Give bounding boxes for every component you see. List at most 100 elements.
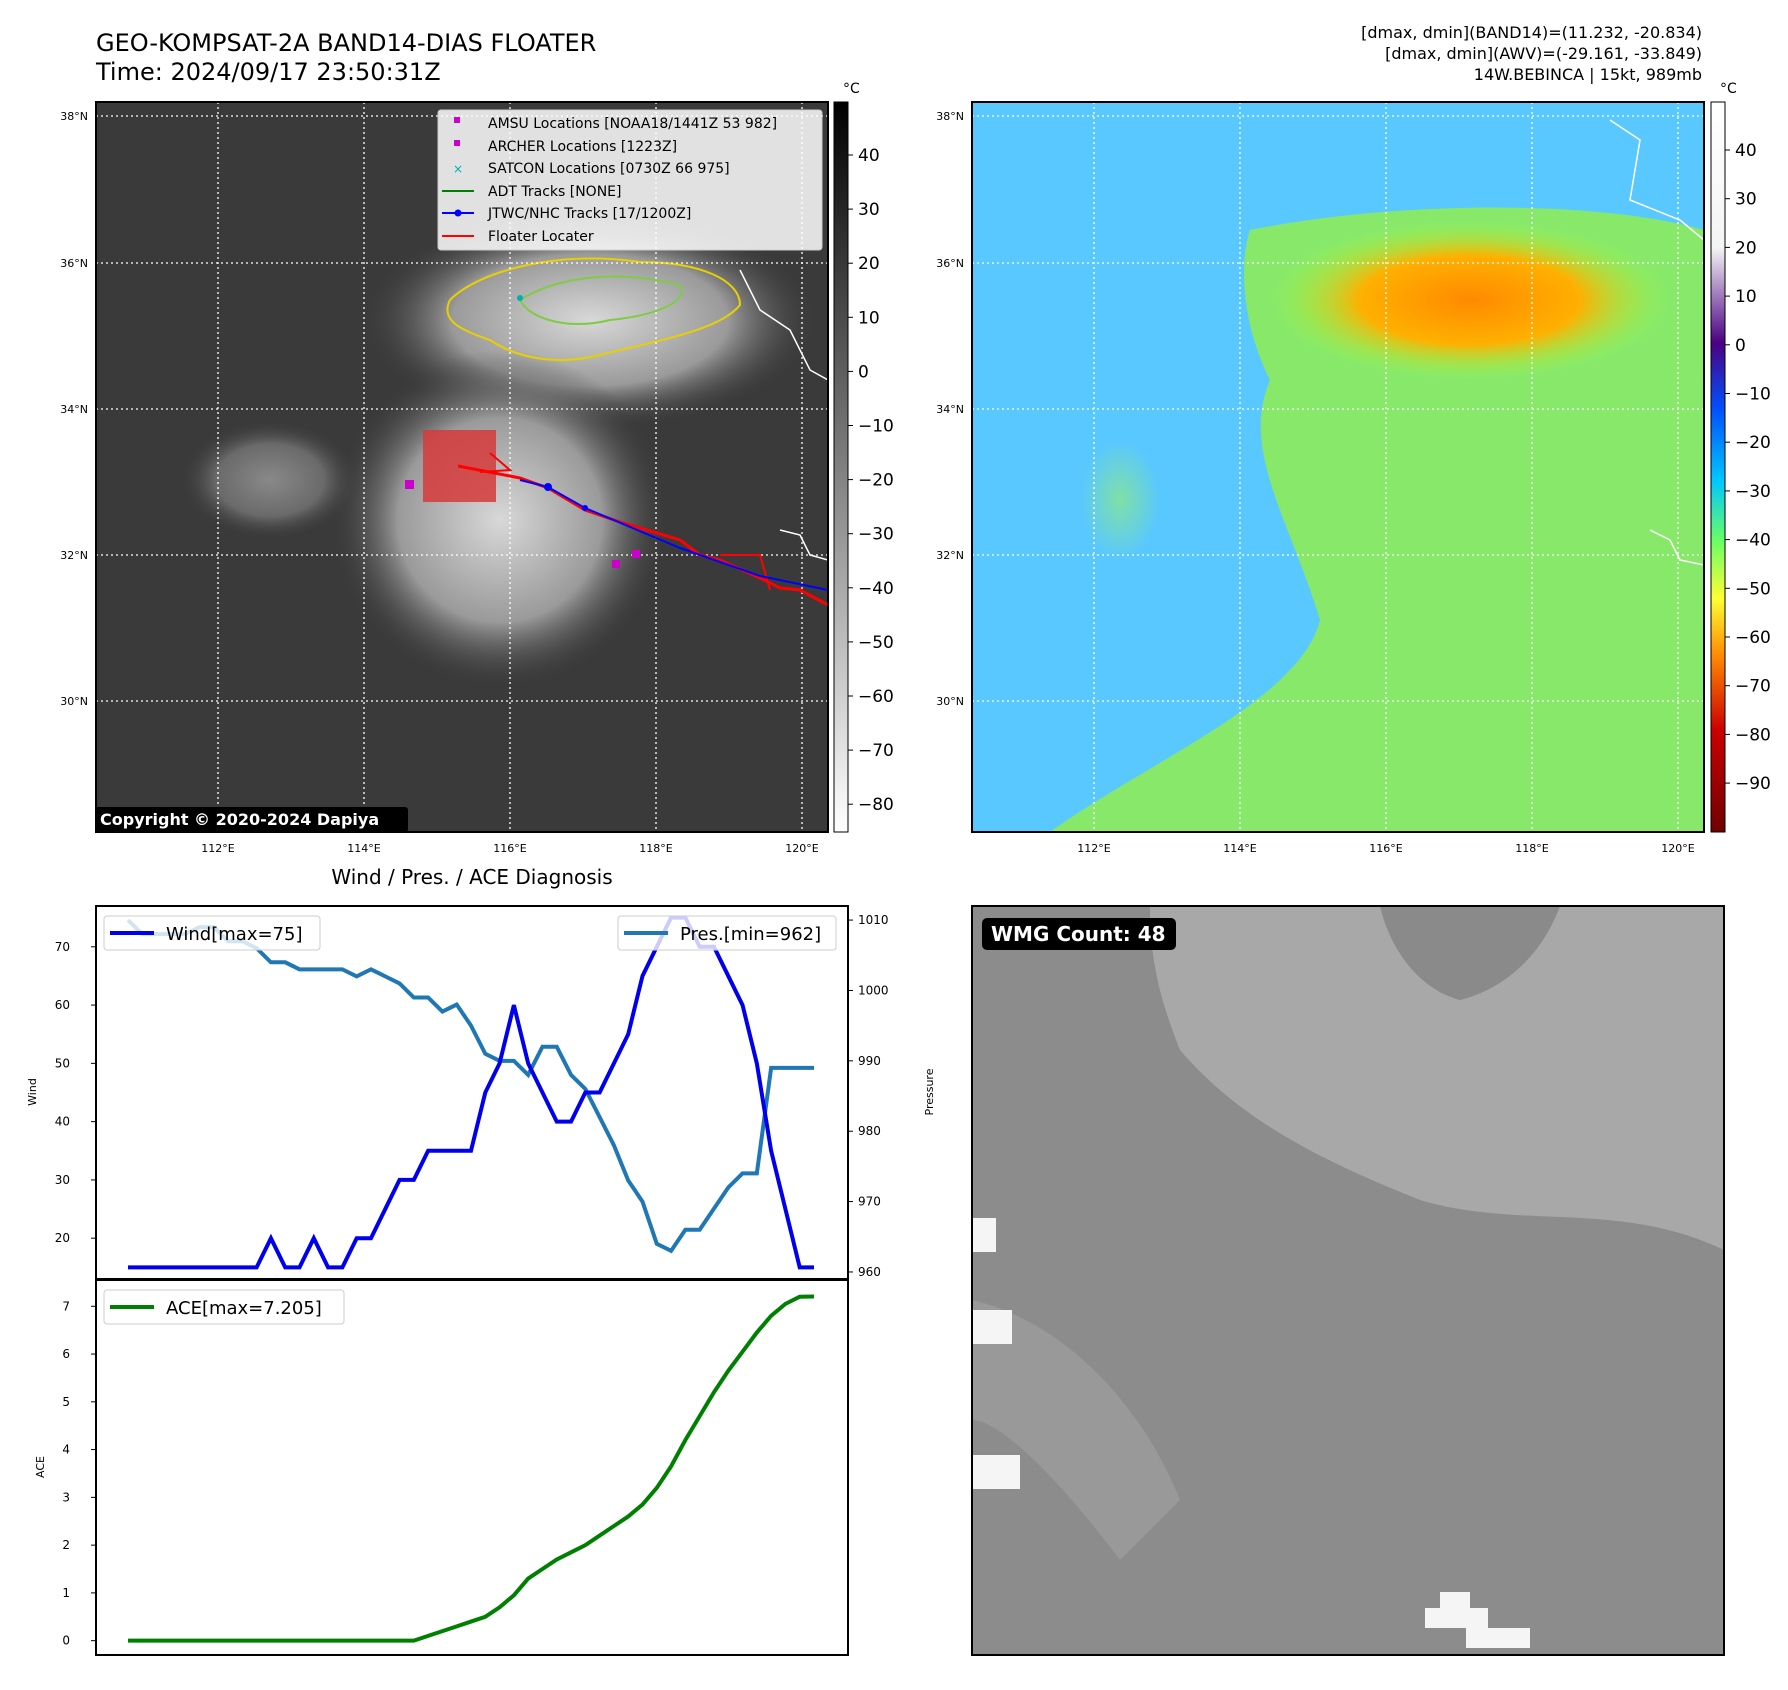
ace-axis-ticks: 0 1 2 3 4 5 6 7 [62, 1299, 96, 1648]
pressure-tick-label: 1000 [858, 983, 889, 997]
wind-pressure-chart: Wind / Pres. / ACE Diagnosis 20 30 40 50 60 7… [26, 865, 936, 1280]
ir-map-panel: AMSU Locations [NOAA18/1441Z 53 982] ARC… [60, 101, 829, 855]
awv-coastline-east [1649, 529, 1704, 566]
wmg-white-patch [972, 1310, 1012, 1344]
awv-map-gridlines [972, 102, 1704, 832]
legend-adt: ADT Tracks [NONE] [488, 184, 621, 200]
wmg-white-patch [972, 1218, 996, 1252]
colorbar-tick-label: 10 [858, 308, 880, 328]
lat-tick-label: 36°N [60, 257, 88, 270]
map-legend: AMSU Locations [NOAA18/1441Z 53 982] ARC… [437, 109, 823, 251]
ace-axes-frame [95, 1279, 849, 1656]
wind-axis-label: Wind [26, 1078, 39, 1106]
lat-tick-label: 32°N [60, 549, 88, 562]
wind-axes-background [96, 906, 848, 1279]
lat-tick-label: 38°N [936, 110, 964, 123]
amsu-marker [405, 480, 414, 489]
wind-legend-box [103, 915, 321, 951]
colorbar-tick-label: 20 [1735, 238, 1757, 258]
ace-tick-label: 3 [62, 1490, 70, 1504]
colorbar-tick-label: −40 [1735, 531, 1771, 551]
awv-colorbar-unit: °C [1720, 81, 1737, 97]
ir-coastline-east [779, 529, 828, 561]
colorbar-tick-label: −70 [1735, 677, 1771, 697]
jtwc-legend-marker [454, 209, 462, 217]
wmg-mid-region [972, 1300, 1180, 1560]
colorbar-tick-label: 30 [1735, 190, 1757, 210]
pressure-tick-label: 1010 [858, 913, 889, 927]
colorbar-tick-label: −80 [1735, 725, 1771, 745]
colorbar-tick-label: −20 [1735, 433, 1771, 453]
colorbar-tick-label: −80 [858, 795, 894, 815]
awv-cold-tops [1270, 220, 1670, 380]
floater-track-loop [479, 452, 513, 473]
ace-tick-label: 0 [62, 1634, 70, 1648]
colorbar-tick-label: 0 [858, 362, 869, 382]
wind-tick-label: 50 [55, 1056, 70, 1070]
pressure-legend-box [617, 915, 837, 951]
colorbar-tick-label: −40 [858, 579, 894, 599]
copyright-text: Copyright © 2020-2024 Dapiya [100, 810, 379, 829]
awv-patch [1080, 440, 1160, 560]
wmg-count-label: WMG Count: 48 [991, 922, 1166, 946]
info-storm: 14W.BEBINCA | 15kt, 989mb [1474, 65, 1702, 84]
copyright-badge [96, 807, 408, 832]
colorbar-tick-label: 20 [858, 254, 880, 274]
lon-tick-label: 114°E [1223, 842, 1256, 855]
legend-archer: ARCHER Locations [1223Z] [488, 139, 677, 155]
archer-legend-icon [454, 140, 460, 146]
colorbar-tick-label: 10 [1735, 287, 1757, 307]
legend-floater: Floater Locater [488, 229, 594, 245]
lon-tick-label: 120°E [785, 842, 818, 855]
satcon-legend-icon: × [453, 162, 463, 176]
ace-legend-box [103, 1289, 345, 1325]
info-awv: [dmax, dmin](AWV)=(-29.161, -33.849) [1385, 44, 1702, 63]
figure-title: GEO-KOMPSAT-2A BAND14-DIAS FLOATER [96, 29, 596, 57]
pressure-axis-label: Pressure [923, 1068, 936, 1115]
ir-colorbar-bar [833, 101, 849, 833]
ace-axis-label: ACE [34, 1456, 47, 1478]
ir-coastline-north [739, 269, 828, 381]
wind-tick-label: 40 [55, 1115, 70, 1129]
ir-cloud-west [180, 420, 360, 540]
awv-coastline-north [1609, 119, 1704, 241]
wmg-light-region [1150, 906, 1724, 1250]
archer-marker [632, 550, 640, 558]
legend-jtwc: JTWC/NHC Tracks [17/1200Z] [487, 206, 691, 222]
ir-contour-yellow [446, 257, 742, 361]
pressure-tick-label: 960 [858, 1265, 881, 1279]
colorbar-tick-label: −30 [858, 525, 894, 545]
ir-colorbar-unit: °C [843, 81, 860, 97]
ace-axes-background [96, 1280, 848, 1655]
ace-tick-label: 7 [62, 1299, 70, 1313]
wmg-white-patch [972, 1455, 1020, 1489]
colorbar-tick-label: −30 [1735, 482, 1771, 502]
lat-tick-label: 36°N [936, 257, 964, 270]
lat-tick-label: 34°N [936, 403, 964, 416]
ace-tick-label: 2 [62, 1538, 70, 1552]
wind-axis-ticks: 20 30 40 50 60 70 [55, 940, 96, 1245]
lat-tick-label: 34°N [60, 403, 88, 416]
colorbar-tick-label: 0 [1735, 336, 1746, 356]
satcon-marker [517, 295, 523, 301]
wmg-count-badge [982, 918, 1176, 950]
ace-tick-label: 6 [62, 1347, 70, 1361]
ir-map-frame [95, 101, 829, 833]
lat-tick-label: 38°N [60, 110, 88, 123]
lat-tick-label: 30°N [60, 695, 88, 708]
ir-contour-green [518, 275, 683, 325]
wind-tick-label: 60 [55, 998, 70, 1012]
lon-tick-label: 118°E [639, 842, 672, 855]
wmg-frame [971, 905, 1725, 1656]
legend-satcon: SATCON Locations [0730Z 66 975] [488, 161, 730, 177]
wmg-dark-streak [1380, 906, 1560, 1000]
lon-tick-label: 118°E [1515, 842, 1548, 855]
lon-tick-label: 116°E [493, 842, 526, 855]
ace-legend-label: ACE[max=7.205] [166, 1298, 322, 1319]
ir-colorbar-ticks: 40 30 20 10 0 −10 −20 −30 −40 −50 −60 −70 −80 [848, 146, 894, 815]
pressure-tick-label: 980 [858, 1124, 881, 1138]
legend-amsu: AMSU Locations [NOAA18/1441Z 53 982] [488, 116, 777, 132]
colorbar-tick-label: 40 [1735, 141, 1757, 161]
colorbar-tick-label: −20 [858, 471, 894, 491]
